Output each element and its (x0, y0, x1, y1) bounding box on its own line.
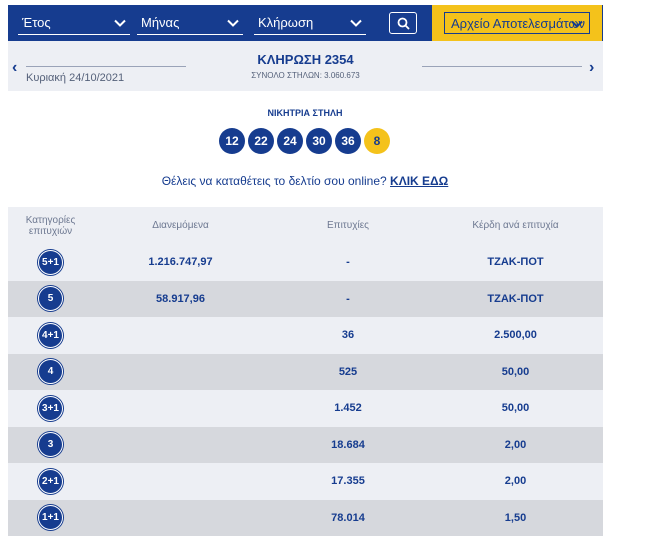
category-badge: 3+1 (38, 395, 63, 421)
category-badge: 4+1 (38, 322, 63, 348)
table-row: 1+1 78.014 1,50 (8, 499, 603, 537)
results-archive-select[interactable]: Αρχείο Αποτελεσμάτων (444, 12, 590, 34)
bonus-ball: 8 (364, 128, 390, 154)
online-cta-text: Θέλεις να καταθέτεις το δελτίο σου onlin… (161, 174, 387, 188)
table-row: 5 58.917,96 - ΤΖΑΚ-ΠΟΤ (8, 280, 603, 318)
distributed-cell (93, 500, 268, 537)
winners-cell: 1.452 (334, 402, 362, 415)
category-cell: 1+1 (8, 500, 93, 537)
category-cell: 5+1 (8, 244, 93, 281)
category-badge: 4 (38, 359, 63, 385)
header-distributed: Διανεμόμενα (152, 220, 209, 231)
divider (26, 66, 186, 67)
category-cell: 4 (8, 354, 93, 391)
distributed-cell: 1.216.747,97 (148, 256, 213, 269)
chevron-down-icon (114, 19, 126, 27)
winners-cell: 36 (341, 329, 355, 342)
previous-draw-arrow[interactable]: ‹ (12, 59, 18, 76)
year-select-label: Έτος (22, 15, 51, 30)
prize-cell: 50,00 (501, 402, 530, 415)
table-row: 2+1 17.355 2,00 (8, 463, 603, 500)
draw-total-columns: ΣΥΝΟΛΟ ΣΤΗΛΩΝ: 3.060.673 (251, 71, 360, 80)
prize-cell: ΤΖΑΚ-ΠΟΤ (487, 292, 544, 305)
prize-cell: 2.500,00 (494, 329, 537, 342)
online-cta: Θέλεις να καταθέτεις το δελτίο σου onlin… (0, 174, 610, 188)
winners-cell: - (346, 292, 350, 305)
table-row: 3+1 1.452 50,00 (8, 390, 603, 427)
chevron-down-icon (350, 19, 362, 27)
distributed-cell (93, 463, 268, 500)
draw-select-label: Κλήρωση (258, 15, 314, 30)
winners-cell: 17.355 (331, 475, 365, 488)
header-winners: Επιτυχίες (327, 220, 369, 231)
chevron-down-icon (227, 19, 239, 27)
divider (422, 66, 582, 67)
category-cell: 4+1 (8, 317, 93, 354)
prize-cell: 2,00 (504, 438, 527, 451)
header-category: Κατηγορίες επιτυχιών (8, 207, 93, 244)
month-select[interactable]: Μήνας (137, 13, 243, 35)
table-row: 4 525 50,00 (8, 353, 603, 391)
distributed-cell: 58.917,96 (156, 292, 205, 305)
category-badge: 5 (38, 286, 63, 312)
category-cell: 2+1 (8, 463, 93, 500)
winners-cell: 18.684 (331, 438, 365, 451)
winning-column-label: ΝΙΚΗΤΡΙΑ ΣΤΗΛΗ (267, 108, 343, 118)
table-row: 3 18.684 2,00 (8, 426, 603, 464)
category-cell: 3 (8, 427, 93, 464)
category-badge: 5+1 (38, 249, 63, 275)
prize-cell: 50,00 (501, 365, 530, 378)
header-category-line2: επιτυχιών (28, 225, 73, 237)
results-archive-panel: Αρχείο Αποτελεσμάτων (432, 5, 602, 41)
click-here-link[interactable]: ΚΛΙΚ ΕΔΩ (390, 174, 449, 188)
category-cell: 5 (8, 281, 93, 318)
category-badge: 1+1 (38, 505, 63, 531)
winners-cell: 78.014 (331, 511, 365, 524)
prize-cell: 2,00 (504, 475, 527, 488)
header-prize: Κέρδη ανά επιτυχία (472, 220, 559, 231)
header-category-line1: Κατηγορίες (25, 214, 76, 226)
number-ball: 22 (248, 128, 274, 154)
results-table: Κατηγορίες επιτυχιών Διανεμόμενα Επιτυχί… (8, 207, 603, 536)
category-badge: 3 (38, 432, 63, 458)
distributed-cell (93, 354, 268, 391)
category-badge: 2+1 (38, 468, 63, 494)
number-ball: 36 (335, 128, 361, 154)
distributed-cell (93, 427, 268, 464)
search-button[interactable] (389, 12, 417, 34)
next-draw-arrow[interactable]: › (589, 59, 595, 76)
prize-cell: 1,50 (504, 511, 527, 524)
table-row: 4+1 36 2.500,00 (8, 317, 603, 354)
number-ball: 24 (277, 128, 303, 154)
draw-date: Κυριακή 24/10/2021 (26, 72, 125, 84)
winners-cell: - (346, 256, 350, 269)
distributed-cell (93, 390, 268, 427)
draw-title: ΚΛΗΡΩΣΗ 2354 (257, 52, 354, 67)
draw-header: ‹ Κυριακή 24/10/2021 ΚΛΗΡΩΣΗ 2354 ΣΥΝΟΛΟ… (8, 41, 603, 91)
year-select[interactable]: Έτος (18, 13, 130, 35)
search-icon (397, 17, 410, 30)
month-select-label: Μήνας (141, 15, 180, 30)
number-ball: 30 (306, 128, 332, 154)
draw-select[interactable]: Κλήρωση (254, 13, 366, 35)
table-header: Κατηγορίες επιτυχιών Διανεμόμενα Επιτυχί… (8, 207, 603, 244)
results-archive-label: Αρχείο Αποτελεσμάτων (451, 16, 586, 31)
distributed-cell (93, 317, 268, 354)
table-row: 5+1 1.216.747,97 - ΤΖΑΚ-ΠΟΤ (8, 244, 603, 281)
chevron-down-icon (571, 20, 583, 28)
number-ball: 12 (219, 128, 245, 154)
category-cell: 3+1 (8, 390, 93, 427)
winners-cell: 525 (338, 365, 358, 378)
prize-cell: ΤΖΑΚ-ΠΟΤ (487, 256, 544, 269)
